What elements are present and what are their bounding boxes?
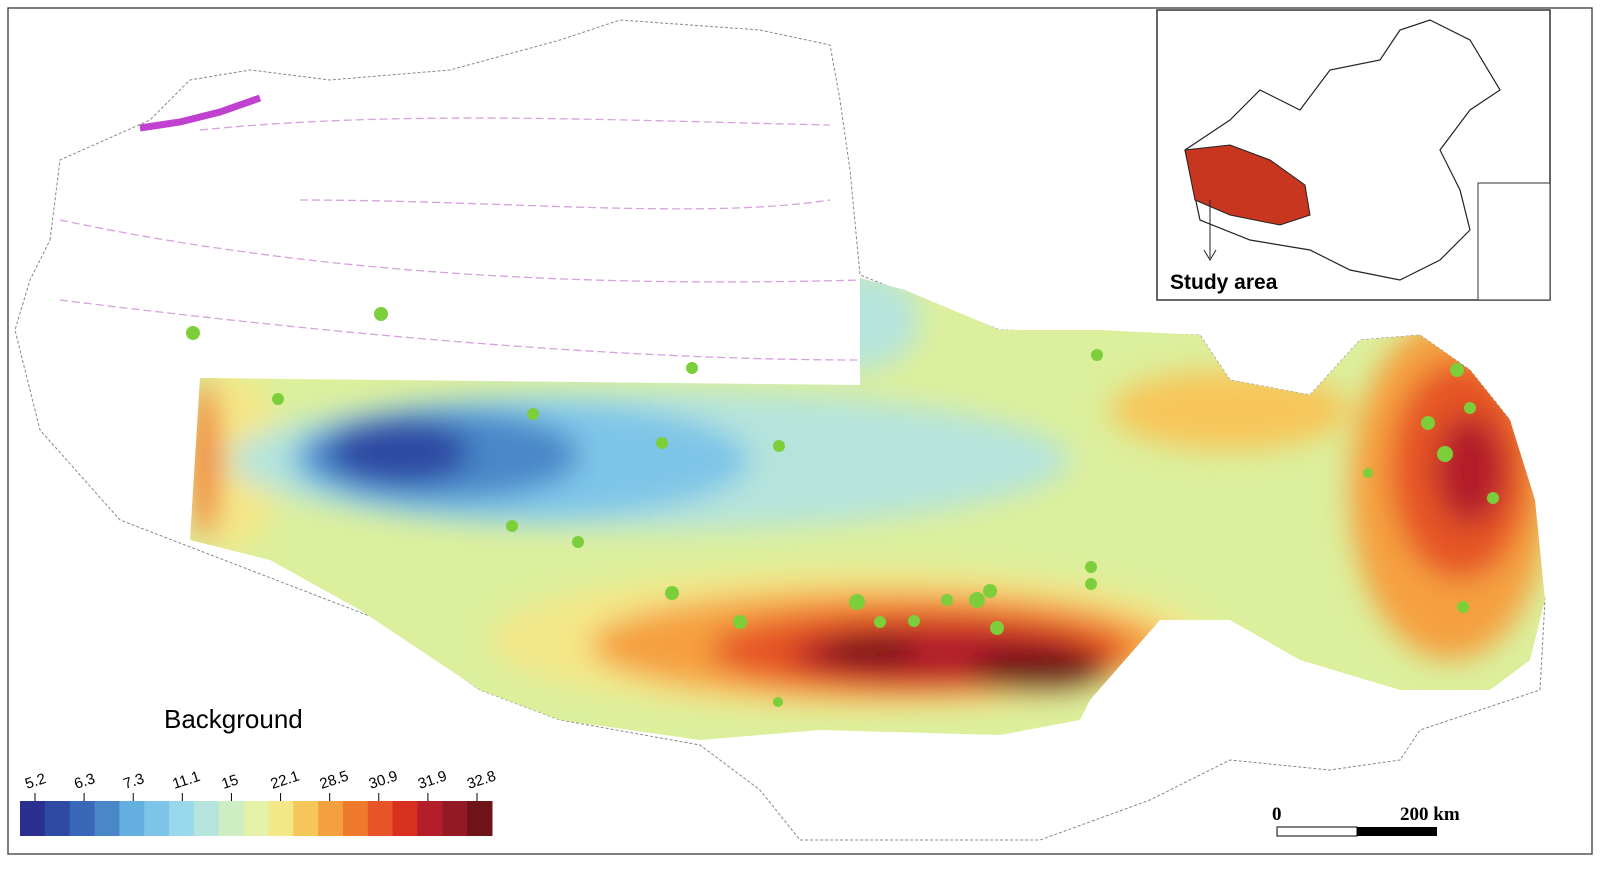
- thrust-belt: [139, 94, 262, 132]
- scale-start: 0: [1272, 804, 1282, 825]
- legend-swatch: [417, 801, 443, 836]
- inset-label: Study area: [1170, 271, 1278, 294]
- legend-swatch: [94, 801, 120, 836]
- legend-swatch: [144, 801, 170, 836]
- legend-swatch: [20, 801, 46, 836]
- legend-tick-label: 11.1: [170, 768, 202, 793]
- legend-title: Background: [164, 704, 303, 734]
- legend-tick-label: 32.8: [465, 768, 498, 793]
- legend-swatch: [342, 801, 369, 836]
- inset-map: Study area: [1156, 9, 1551, 301]
- legend-tick-label: 15: [219, 771, 240, 792]
- legend-swatch: [69, 801, 96, 836]
- legend: 5.2 6.3 7.3 11.1 15 22.1 28.5 30.9 31.9 32.8: [20, 768, 498, 836]
- legend-swatch: [467, 801, 493, 836]
- frame: [7, 7, 1593, 855]
- scale-end: 200 km: [1400, 804, 1460, 825]
- legend-tick-label: 7.3: [121, 770, 146, 793]
- legend-swatch: [169, 801, 195, 836]
- sites: [186, 307, 1499, 707]
- legend-swatch: [392, 801, 418, 836]
- legend-swatch: [44, 801, 71, 836]
- legend-swatch: [442, 801, 468, 836]
- legend-swatch: [243, 801, 269, 836]
- legend-tick-label: 28.5: [318, 768, 351, 793]
- legend-tick-label: 5.2: [23, 770, 48, 793]
- scale-bar: 0 200 km: [1272, 804, 1460, 837]
- legend-swatch: [218, 801, 245, 836]
- legend-swatch: [318, 801, 344, 836]
- legend-swatch: [367, 801, 394, 836]
- legend-swatch: [193, 801, 220, 836]
- legend-swatch: [293, 801, 319, 836]
- legend-tick-label: 22.1: [269, 768, 302, 793]
- legend-swatch: [119, 801, 145, 836]
- legend-tick-label: 30.9: [367, 768, 400, 793]
- legend-tick-label: 31.9: [416, 768, 449, 793]
- legend-tick-label: 6.3: [72, 770, 97, 793]
- legend-swatch: [268, 801, 294, 836]
